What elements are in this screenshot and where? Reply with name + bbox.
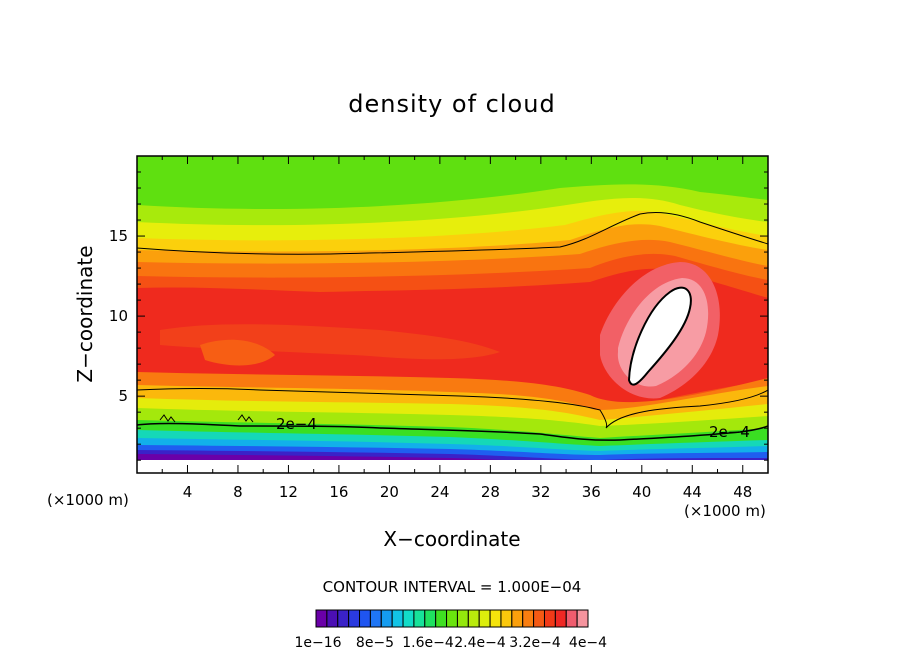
contour-line-2e-4 xyxy=(137,422,768,441)
x-tick-label: 32 xyxy=(531,483,550,501)
y-tick-label: 5 xyxy=(118,387,128,405)
colorbar-swatch xyxy=(315,609,328,628)
colorbar-label: 8e−5 xyxy=(356,635,394,651)
colorbar-swatch xyxy=(326,609,339,628)
colorbar-swatch xyxy=(522,609,535,628)
colorbar-swatch xyxy=(359,609,371,628)
colorbar-swatch xyxy=(424,609,437,628)
x-tick-label: 12 xyxy=(279,483,298,501)
colorbar-swatch xyxy=(391,609,404,628)
x-tick-label: 16 xyxy=(329,483,348,501)
colorbar-swatch xyxy=(446,609,458,628)
x-tick-label: 20 xyxy=(380,483,399,501)
colorbar-swatch xyxy=(543,609,556,628)
contour-line-lower xyxy=(137,388,768,429)
contour-label: 2e−4 xyxy=(276,415,317,433)
colorbar-swatch xyxy=(467,609,480,628)
colorbar-swatch xyxy=(456,609,469,628)
colorbar xyxy=(315,609,589,628)
x-ticks: 4 8 12 16 20 24 28 32 36 40 44 48 xyxy=(161,156,752,501)
chart-title: density of cloud xyxy=(348,90,555,118)
x-tick-label: 8 xyxy=(233,483,243,501)
contour-interval-text: CONTOUR INTERVAL = 1.000E−04 xyxy=(323,578,582,596)
x-tick-label: 4 xyxy=(183,483,193,501)
colorbar-swatch xyxy=(348,609,361,628)
colorbar-label: 2.4e−4 xyxy=(454,635,506,651)
field-band-redorange-blob xyxy=(160,324,500,360)
y-tick-label: 15 xyxy=(109,227,128,245)
colorbar-swatch xyxy=(565,609,578,628)
colorbar-label: 3.2e−4 xyxy=(509,635,561,651)
y-axis-label: Z−coordinate xyxy=(73,245,97,382)
colorbar-label: 4e−4 xyxy=(569,635,607,651)
colorbar-swatch xyxy=(478,609,491,628)
colorbar-swatch xyxy=(337,609,350,628)
colorbar-swatch xyxy=(533,609,545,628)
colorbar-swatch xyxy=(380,609,393,628)
x-tick-label: 44 xyxy=(683,483,702,501)
colorbar-swatch xyxy=(413,609,426,628)
contour-field xyxy=(137,156,768,473)
contour-label: 2e−4 xyxy=(709,423,750,441)
colorbar-swatch xyxy=(500,609,513,628)
x-axis-label: X−coordinate xyxy=(383,527,520,551)
x-unit-right: (×1000 m) xyxy=(684,502,766,520)
field-band-orange-blob xyxy=(200,339,275,366)
colorbar-label: 1e−16 xyxy=(294,635,341,651)
colorbar-labels: 1e−16 8e−5 1.6e−4 2.4e−4 3.2e−4 4e−4 xyxy=(294,635,607,651)
x-tick-label: 48 xyxy=(733,483,752,501)
contour-line-noise xyxy=(159,414,254,423)
colorbar-label: 1.6e−4 xyxy=(402,635,454,651)
y-ticks: 5 10 15 xyxy=(109,171,768,461)
x-tick-label: 40 xyxy=(632,483,651,501)
colorbar-swatch xyxy=(489,609,502,628)
contour-line-upper xyxy=(137,211,768,255)
colorbar-swatch xyxy=(402,609,415,628)
x-tick-label: 28 xyxy=(481,483,500,501)
x-tick-label: 24 xyxy=(430,483,449,501)
field-band-bottom-white xyxy=(137,460,768,473)
x-tick-label: 36 xyxy=(582,483,601,501)
colorbar-swatch xyxy=(576,609,589,628)
plot-frame xyxy=(136,155,769,474)
colorbar-swatch xyxy=(435,609,448,628)
colorbar-swatch xyxy=(554,609,567,628)
cloud-core-white xyxy=(627,286,692,386)
colorbar-swatch xyxy=(369,609,382,628)
y-tick-label: 10 xyxy=(109,307,128,325)
colorbar-swatch xyxy=(511,609,524,628)
x-unit-left: (×1000 m) xyxy=(47,491,129,509)
